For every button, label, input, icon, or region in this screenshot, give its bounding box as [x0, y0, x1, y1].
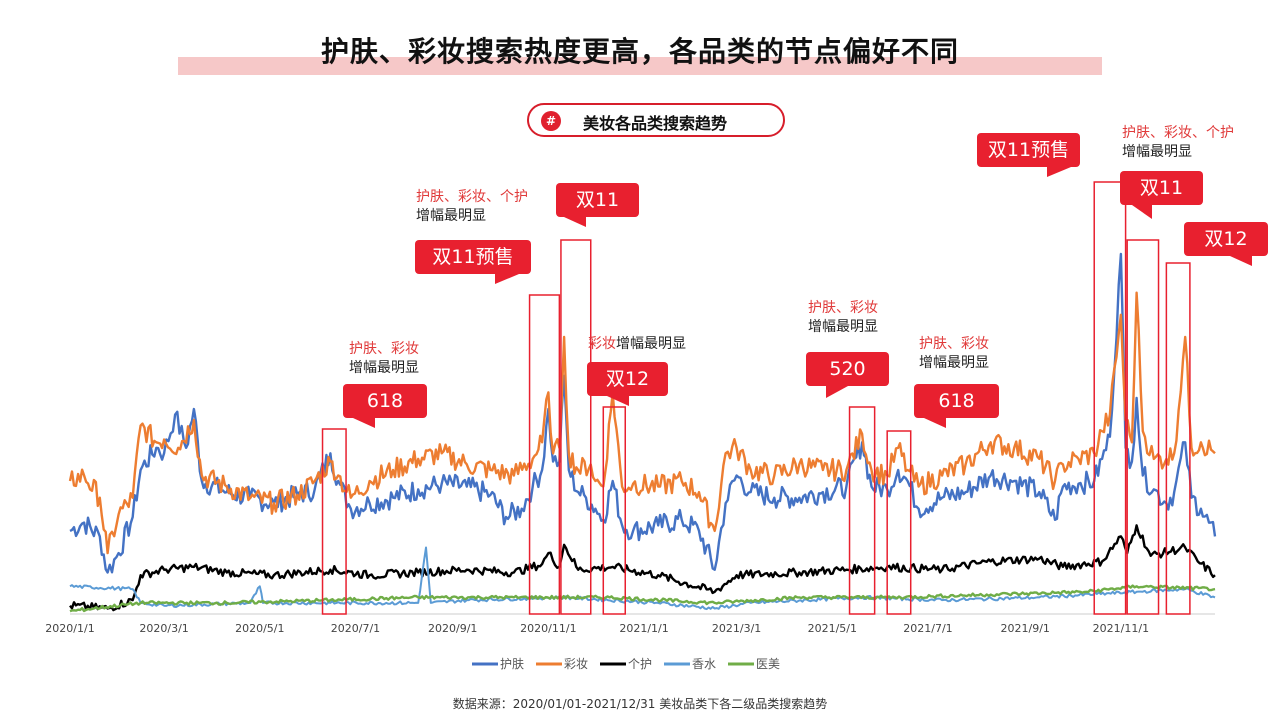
callout-label: 双12: [1204, 228, 1248, 250]
legend-label: 香水: [692, 657, 716, 671]
series-line-彩妆: [68, 291, 1216, 555]
highlight-window: [886, 430, 912, 615]
series-line-香水: [69, 546, 1216, 611]
callout-tail: [607, 396, 629, 406]
legend-label: 护肤: [500, 656, 524, 671]
highlight-window: [528, 294, 561, 615]
callout-tail: [1047, 167, 1071, 177]
x-tick-label: 2020/3/1: [139, 622, 188, 635]
series-line-医美: [69, 584, 1216, 613]
callout-double12-2021: 双12: [1184, 222, 1268, 266]
data-source-note: 数据来源：2020/01/01-2021/12/31 美妆品类下各二级品类搜索趋…: [452, 697, 828, 711]
callout-tail: [495, 274, 519, 284]
legend-label: 个护: [628, 657, 652, 671]
annotation-text: 增幅最明显: [616, 336, 686, 352]
highlight-window: [560, 239, 592, 615]
annotation-categories: 护肤、彩妆: [808, 300, 878, 316]
annotation-text: 增幅最明显: [919, 355, 989, 371]
x-tick-label: 2021/5/1: [808, 622, 857, 635]
x-tick-label: 2021/9/1: [1001, 622, 1050, 635]
callout-618-2021: 618: [914, 384, 999, 428]
annotation-categories: 彩妆: [588, 336, 616, 352]
subtitle-pill: # 美妆各品类搜索趋势: [527, 103, 785, 137]
callout-tail: [1132, 205, 1152, 219]
highlight-window: [1093, 181, 1127, 615]
callout-tail: [353, 418, 375, 428]
callout-label: 双11预售: [432, 246, 514, 268]
annotation-520-2021: 护肤、彩妆 增幅最明显: [808, 299, 878, 337]
annotation-text: 增幅最明显: [1122, 144, 1192, 160]
annotation-categories: 护肤、彩妆: [349, 341, 419, 357]
annotation-categories: 护肤、彩妆、个护: [416, 189, 528, 205]
callout-presale-2021: 双11预售: [977, 133, 1080, 177]
callout-label: 双11: [1139, 177, 1184, 199]
x-tick-label: 2021/7/1: [903, 622, 952, 635]
annotation-double12-2020: 彩妆增幅最明显: [588, 335, 686, 354]
callout-label: 双11: [575, 189, 620, 211]
page-title: 护肤、彩妆搜索热度更高，各品类的节点偏好不同: [320, 35, 959, 68]
callout-double12-2020: 双12: [587, 362, 668, 406]
annotation-double11-2021: 护肤、彩妆、个护 增幅最明显: [1122, 124, 1234, 162]
legend-label: 医美: [756, 657, 780, 671]
x-tick-label: 2020/7/1: [331, 622, 380, 635]
annotation-text: 增幅最明显: [808, 319, 878, 335]
callout-double11-2020: 双11: [556, 183, 639, 227]
highlight-window: [1126, 239, 1160, 615]
annotation-text: 增幅最明显: [416, 208, 486, 224]
annotation-618-2021: 护肤、彩妆 增幅最明显: [919, 335, 989, 373]
x-tick-label: 2021/3/1: [712, 622, 761, 635]
callout-label: 双12: [605, 368, 650, 390]
annotation-categories: 护肤、彩妆: [919, 336, 989, 352]
callout-double11-2021: 双11: [1120, 171, 1203, 219]
highlight-window: [321, 428, 347, 615]
callout-label: 618: [938, 390, 975, 412]
callout-label: 双11预售: [987, 139, 1070, 161]
series-line-护肤: [69, 252, 1217, 574]
x-tick-label: 2021/1/1: [619, 622, 668, 635]
callout-618-2020: 618: [343, 384, 427, 428]
callout-tail: [564, 217, 586, 227]
callout-tail: [826, 386, 848, 398]
legend-label: 彩妆: [564, 657, 588, 671]
callout-tail: [924, 418, 946, 428]
callout-label: 618: [366, 390, 404, 412]
x-tick-label: 2020/9/1: [428, 622, 477, 635]
callout-tail: [1230, 256, 1252, 266]
x-tick-label: 2020/11/1: [520, 622, 576, 635]
annotation-double11-2020: 护肤、彩妆、个护 增幅最明显: [416, 188, 528, 226]
callout-520-2021: 520: [806, 352, 889, 398]
annotation-categories: 护肤、彩妆、个护: [1122, 125, 1234, 141]
highlight-window: [848, 406, 876, 615]
series-line-个护: [69, 524, 1216, 612]
x-tick-label: 2020/5/1: [235, 622, 284, 635]
callout-presale-2020: 双11预售: [415, 240, 531, 284]
hash-icon: #: [541, 111, 561, 131]
x-tick-label: 2021/11/1: [1093, 622, 1149, 635]
highlight-window: [602, 406, 626, 615]
annotation-618-2020: 护肤、彩妆 增幅最明显: [349, 340, 419, 378]
annotation-text: 增幅最明显: [349, 360, 419, 376]
title-highlight-band: [178, 57, 1102, 75]
highlight-window: [1165, 262, 1191, 615]
x-tick-label: 2020/1/1: [45, 622, 94, 635]
subtitle: 美妆各品类搜索趋势: [583, 114, 728, 133]
callout-label: 520: [829, 358, 866, 380]
